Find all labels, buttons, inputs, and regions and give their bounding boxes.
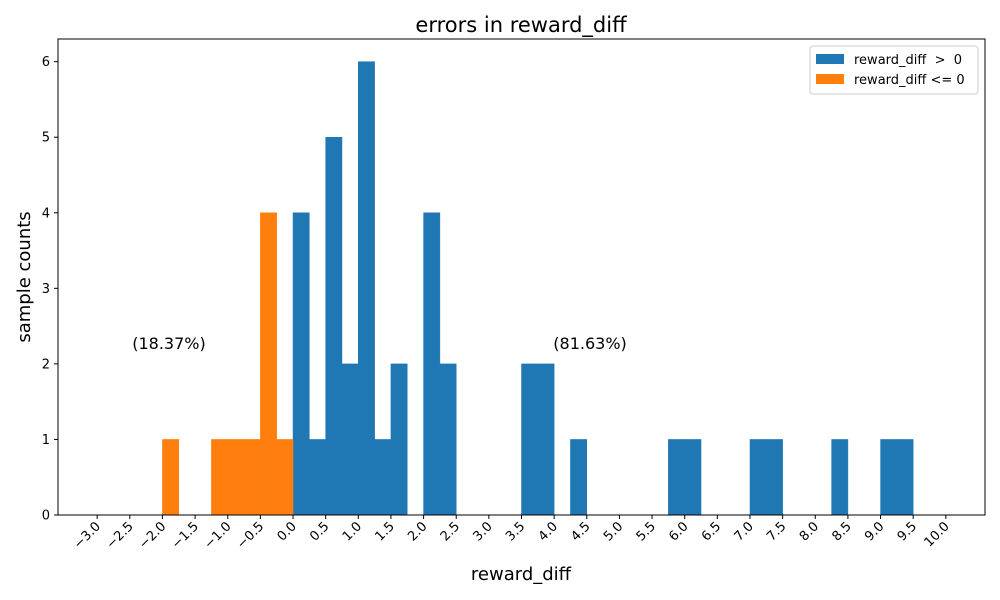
histogram-bar [831, 439, 849, 516]
legend-label: reward_diff > 0 [854, 53, 962, 68]
histogram-bar [880, 439, 898, 516]
y-tick-label: 1 [42, 433, 50, 448]
histogram-bar [227, 439, 245, 516]
x-tick-label: 8.5 [830, 519, 855, 544]
x-tick-label: −1.5 [169, 519, 202, 552]
histogram-bar [374, 439, 392, 516]
x-tick-label: 6.5 [699, 519, 724, 544]
x-tick-label: 3.5 [503, 519, 528, 544]
histogram-bar [668, 439, 685, 516]
histogram-bar [684, 439, 702, 516]
x-tick-label: 7.5 [764, 519, 789, 544]
x-tick-label: −2.5 [104, 519, 137, 552]
chart-annotations: (18.37%) (81.63%) [132, 334, 627, 353]
x-tick-label: 3.0 [470, 519, 495, 544]
x-tick-label: 6.0 [666, 519, 691, 544]
histogram-bar [749, 439, 767, 516]
x-tick-label: 4.5 [568, 519, 593, 544]
x-tick-label: 9.5 [895, 519, 920, 544]
histogram-bar [537, 363, 555, 516]
x-tick-label: −0.5 [234, 519, 267, 552]
x-tick-label: 2.0 [405, 519, 430, 544]
x-tick-label: 0.5 [307, 519, 332, 544]
histogram-bar [390, 363, 408, 516]
y-tick-label: 2 [42, 357, 50, 372]
x-tick-label: 0.0 [275, 519, 300, 544]
histogram-bar [243, 439, 261, 516]
y-axis-ticks: 0 1 2 3 4 5 6 [42, 55, 58, 524]
x-tick-label: 9.0 [862, 519, 887, 544]
x-axis-ticks: −3.0 −2.5 −2.0 −1.5 −1.0 −0.5 0.0 0.5 1.0 1.5 2.0 2… [71, 515, 953, 552]
legend-swatch [816, 74, 844, 84]
percentage-annotation: (18.37%) [132, 334, 206, 353]
histogram-bar [766, 439, 783, 516]
y-tick-label: 0 [42, 509, 50, 524]
histogram-bar [211, 439, 228, 516]
legend-swatch [816, 54, 844, 64]
histogram-bars [162, 61, 914, 516]
histogram-bar [162, 439, 180, 516]
x-tick-label: −2.0 [136, 519, 169, 552]
y-tick-label: 6 [42, 55, 50, 70]
histogram-bar [896, 439, 914, 516]
histogram-bar [309, 439, 326, 516]
chart-legend: reward_diff > 0 reward_diff <= 0 [809, 45, 979, 95]
histogram-bar [570, 439, 588, 516]
x-axis-label: reward_diff [471, 564, 572, 585]
histogram-bar [325, 136, 343, 516]
y-tick-label: 4 [42, 206, 50, 221]
percentage-annotation: (81.63%) [553, 334, 627, 353]
histogram-bar [521, 363, 539, 516]
histogram-bar [358, 61, 375, 516]
x-tick-label: 1.0 [340, 519, 365, 544]
y-axis-label: sample counts [14, 211, 35, 342]
x-tick-label: 5.0 [601, 519, 626, 544]
y-tick-label: 5 [42, 131, 50, 146]
x-tick-label: −1.0 [202, 519, 235, 552]
legend-label: reward_diff <= 0 [854, 73, 965, 88]
x-tick-label: 4.0 [536, 519, 561, 544]
histogram-bar [292, 212, 310, 516]
x-tick-label: 5.5 [634, 519, 659, 544]
chart-title: errors in reward_diff [415, 13, 627, 38]
histogram-bar [341, 363, 359, 516]
x-tick-label: 7.0 [732, 519, 757, 544]
histogram-bar [423, 212, 441, 516]
x-tick-label: −3.0 [71, 519, 104, 552]
y-tick-label: 3 [42, 282, 50, 297]
histogram-bar [276, 439, 294, 516]
x-tick-label: 1.5 [373, 519, 398, 544]
x-tick-label: 2.5 [438, 519, 463, 544]
histogram-bar [260, 212, 277, 516]
x-tick-label: 10.0 [922, 519, 953, 550]
x-tick-label: 8.0 [797, 519, 822, 544]
histogram-bar [439, 363, 457, 516]
legend-box [809, 45, 979, 95]
